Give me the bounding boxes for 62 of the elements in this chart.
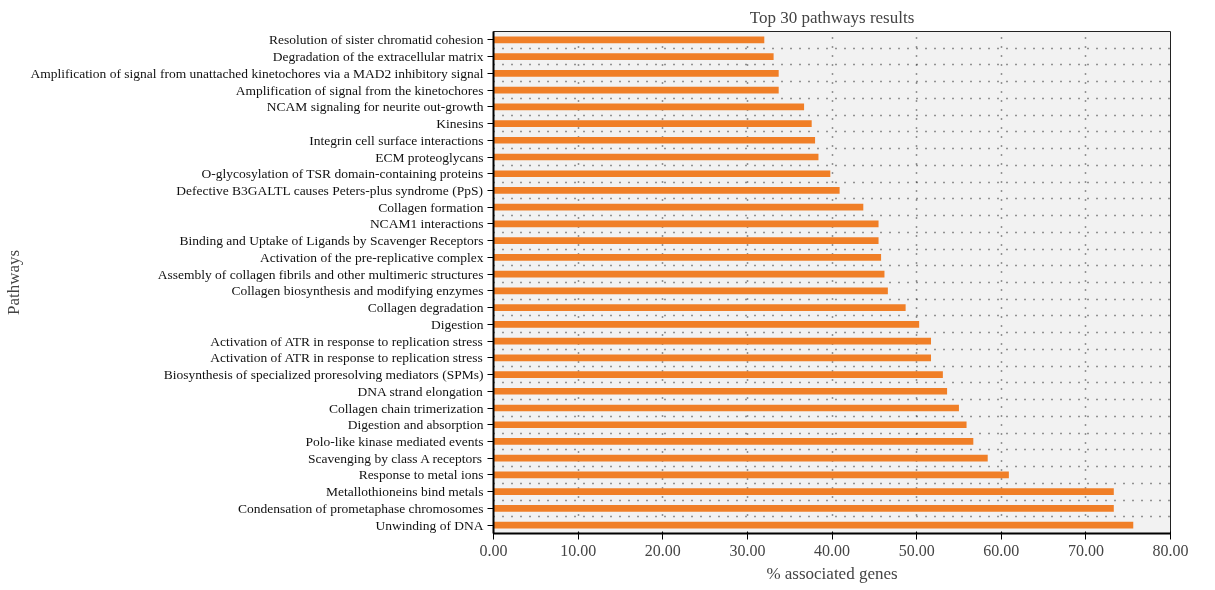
- bar: [493, 237, 879, 245]
- bar: [493, 136, 816, 144]
- y-tick-label: Activation of ATR in response to replication stress: [210, 350, 483, 366]
- x-tick-label: 70.00: [1067, 541, 1104, 559]
- y-tick-label: Metallothioneins bind metals: [326, 484, 484, 500]
- bar: [493, 421, 967, 429]
- y-tick-label: Degradation of the extracellular matrix: [272, 49, 484, 65]
- y-axis-title: Pathways: [3, 249, 23, 316]
- y-tick-label: Activation of the pre-replicative complex: [260, 249, 484, 265]
- y-tick-label: Unwinding of DNA: [375, 517, 484, 533]
- bar: [493, 438, 974, 445]
- x-tick-label: 0.00: [479, 541, 508, 559]
- x-tick-label: 40.00: [814, 541, 850, 559]
- bar: [493, 354, 932, 362]
- bar: [493, 103, 805, 111]
- y-tick-label: Resolution of sister chromatid cohesion: [269, 32, 484, 48]
- y-tick-label: O-glycosylation of TSR domain-containing proteins: [201, 166, 484, 182]
- bar: [493, 505, 1114, 512]
- y-tick-label: Scavenging by class A receptors: [308, 450, 483, 466]
- y-tick-label: Integrin cell surface interactions: [309, 132, 484, 148]
- bar: [493, 120, 812, 127]
- bar: [493, 304, 906, 311]
- x-tick-label: 60.00: [983, 541, 1020, 559]
- bar: [493, 488, 1114, 496]
- bar: [493, 454, 988, 462]
- chart-title: Top 30 pathways results: [749, 7, 915, 27]
- y-tick-label: Collagen formation: [378, 199, 484, 215]
- y-tick-label: Biosynthesis of specialized proresolving mediators (SPMs): [163, 367, 484, 383]
- y-tick-label: Collagen chain trimerization: [329, 400, 484, 416]
- bar: [493, 320, 920, 328]
- y-tick-label: Assembly of collagen fibrils and other multimeric structures: [157, 266, 484, 282]
- y-tick-label: Collagen biosynthesis and modifying enzymes: [231, 283, 484, 299]
- bar: [493, 203, 864, 211]
- x-axis-title: % associated genes: [766, 563, 898, 583]
- y-tick-label: Digestion and absorption: [347, 417, 484, 433]
- y-tick-label: DNA strand elongation: [357, 383, 484, 399]
- y-tick-label: ECM proteoglycans: [375, 149, 484, 165]
- bar: [493, 254, 882, 261]
- x-tick-label: 20.00: [644, 541, 681, 559]
- y-tick-label: Response to metal ions: [358, 467, 484, 483]
- x-tick-label: 30.00: [729, 541, 766, 559]
- y-tick-label: Binding and Uptake of Ligands by Scavenger Receptors: [179, 233, 484, 249]
- bar: [493, 53, 774, 60]
- x-tick-label: 50.00: [898, 541, 935, 559]
- y-tick-label: Collagen degradation: [367, 300, 484, 316]
- y-tick-label: Amplification of signal from the kinetochores: [235, 82, 484, 98]
- y-tick-label: NCAM signaling for neurite out-growth: [266, 99, 484, 115]
- y-tick-label: NCAM1 interactions: [369, 216, 484, 232]
- bar: [493, 187, 840, 194]
- bar: [493, 170, 831, 178]
- bar: [493, 387, 948, 395]
- y-tick-label: Kinesins: [436, 116, 484, 132]
- y-tick-label: Condensation of prometaphase chromosomes: [237, 500, 484, 516]
- y-tick-label: Defective B3GALTL causes Peters-plus syndrome (PpS): [176, 182, 484, 198]
- y-tick-label: Amplification of signal from unattached kinetochores via a MAD2 inhibitory signal: [30, 65, 484, 81]
- y-tick-label: Polo-like kinase mediated events: [305, 433, 484, 449]
- y-tick-label: Digestion: [431, 316, 484, 332]
- y-tick-label: Activation of ATR in response to replication stress: [210, 333, 483, 349]
- x-tick-label: 80.00: [1152, 541, 1189, 559]
- bar: [493, 69, 779, 77]
- x-tick-label: 10.00: [560, 541, 597, 559]
- bar: [493, 371, 943, 378]
